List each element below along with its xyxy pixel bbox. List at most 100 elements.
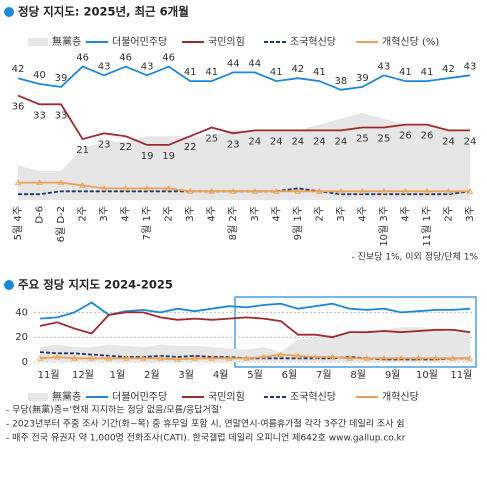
value-label: 41 bbox=[205, 67, 218, 78]
marker bbox=[122, 354, 130, 361]
value-label: 26 bbox=[399, 131, 412, 142]
value-label: 46 bbox=[162, 53, 175, 64]
marker bbox=[316, 187, 323, 194]
marker bbox=[36, 179, 43, 185]
marker bbox=[208, 354, 216, 361]
marker bbox=[260, 353, 267, 360]
y-tick-label: 0 bbox=[22, 357, 28, 368]
value-label: 39 bbox=[356, 73, 369, 84]
x-tick-label: 9월 bbox=[385, 369, 401, 381]
value-label: 24 bbox=[270, 136, 283, 147]
x-tick-label: 11월 1주 bbox=[421, 206, 433, 247]
marker bbox=[174, 356, 181, 362]
x-tick-label: 3주 bbox=[250, 206, 261, 222]
legend-label: 조국혁신당 bbox=[290, 36, 336, 48]
legend-label: 더불어민주당 bbox=[112, 36, 167, 48]
x-tick-label: 2주 bbox=[78, 206, 89, 222]
x-tick-label: 3주 bbox=[465, 206, 476, 222]
x-tick-label: 3주 bbox=[99, 206, 110, 222]
value-label: 21 bbox=[76, 145, 89, 156]
legend-label: 無黨층 bbox=[52, 390, 81, 403]
x-tick-label: 4주 bbox=[357, 206, 368, 222]
x-tick-label: 2주 bbox=[443, 206, 454, 222]
marker bbox=[380, 187, 388, 194]
value-label: 25 bbox=[205, 134, 218, 145]
x-tick-label: 10월 3주 bbox=[378, 206, 390, 247]
x-tick-label: 2주 bbox=[164, 206, 175, 222]
x-tick-label: 3주 bbox=[336, 206, 347, 222]
marker bbox=[415, 354, 422, 361]
x-tick-label: 4주 bbox=[271, 206, 282, 222]
value-label: 33 bbox=[55, 110, 68, 121]
marker bbox=[187, 187, 194, 194]
value-label: 41 bbox=[184, 67, 197, 78]
marker bbox=[402, 187, 409, 194]
marker bbox=[466, 354, 474, 361]
x-tick-label: 7월 bbox=[316, 369, 332, 381]
value-label: 19 bbox=[141, 151, 154, 162]
x-tick-label: 3주 bbox=[185, 206, 196, 222]
marker bbox=[445, 187, 452, 194]
value-label: 25 bbox=[356, 134, 369, 145]
x-tick-label: 12월 bbox=[72, 369, 94, 381]
value-label: 42 bbox=[291, 64, 304, 75]
marker bbox=[337, 187, 345, 194]
marker bbox=[363, 354, 370, 361]
marker bbox=[466, 187, 474, 194]
y-tick-label: 20 bbox=[15, 332, 28, 343]
marker bbox=[359, 187, 366, 194]
x-tick-label: 5월 bbox=[247, 369, 263, 381]
marker bbox=[432, 354, 439, 361]
marker bbox=[346, 354, 353, 361]
x-tick-label: 7월 1주 bbox=[141, 206, 153, 240]
area bbox=[40, 327, 470, 362]
footnote: - 2023년부터 주중 조사 기간(화~목) 중 휴무일 포함 시, 연말연시… bbox=[6, 418, 405, 430]
x-tick-label: 8월 bbox=[350, 369, 366, 381]
marker bbox=[243, 354, 250, 361]
x-tick-label: 4주 bbox=[207, 206, 218, 222]
value-label: 26 bbox=[421, 131, 434, 142]
marker bbox=[79, 182, 86, 188]
marker bbox=[277, 351, 284, 357]
x-tick-label: 9월 1주 bbox=[292, 206, 304, 240]
value-label: 46 bbox=[119, 53, 132, 64]
value-label: 41 bbox=[270, 67, 283, 78]
value-label: 42 bbox=[12, 64, 25, 75]
marker bbox=[14, 179, 22, 185]
value-label: 44 bbox=[248, 58, 261, 69]
line bbox=[39, 311, 471, 339]
marker bbox=[57, 179, 65, 185]
line bbox=[17, 65, 471, 91]
value-label: 43 bbox=[98, 61, 111, 72]
marker bbox=[423, 187, 431, 194]
marker bbox=[157, 354, 164, 361]
legend-label: 국민의힘 bbox=[208, 36, 245, 48]
marker bbox=[54, 353, 61, 360]
legend-swatch bbox=[28, 38, 48, 46]
chart-title: 정당 지지도: 2025년, 최근 6개월 bbox=[18, 5, 189, 19]
bullet bbox=[4, 280, 14, 290]
marker bbox=[100, 185, 108, 191]
x-tick-label: 4월 bbox=[213, 369, 229, 381]
legend-label: 조국혁신당 bbox=[290, 391, 336, 403]
marker bbox=[191, 354, 198, 361]
marker bbox=[380, 354, 388, 361]
legend-swatch bbox=[28, 393, 48, 401]
note: - 진보당 1%, 이외 정당/단체 1% bbox=[351, 251, 478, 263]
value-label: 25 bbox=[378, 134, 391, 145]
legend-label: 더불어민주당 bbox=[112, 391, 167, 403]
x-tick-label: 6월 bbox=[282, 369, 298, 381]
marker bbox=[273, 187, 280, 194]
value-label: 43 bbox=[378, 61, 391, 72]
x-tick-label: 8월 2주 bbox=[227, 206, 239, 240]
chart-title: 주요 정당 지지도 2024-2025 bbox=[18, 278, 173, 292]
x-tick-label: 11월 bbox=[38, 369, 60, 381]
legend-label: 개혁신당 (%) bbox=[382, 36, 439, 48]
x-tick-label: 11월 bbox=[450, 369, 472, 381]
value-label: 33 bbox=[33, 110, 46, 121]
x-tick-label: 2주 bbox=[314, 206, 325, 222]
x-tick-label: 5월 4주 bbox=[12, 206, 24, 240]
legend-label: 개혁신당 bbox=[382, 391, 419, 403]
marker bbox=[105, 354, 112, 361]
